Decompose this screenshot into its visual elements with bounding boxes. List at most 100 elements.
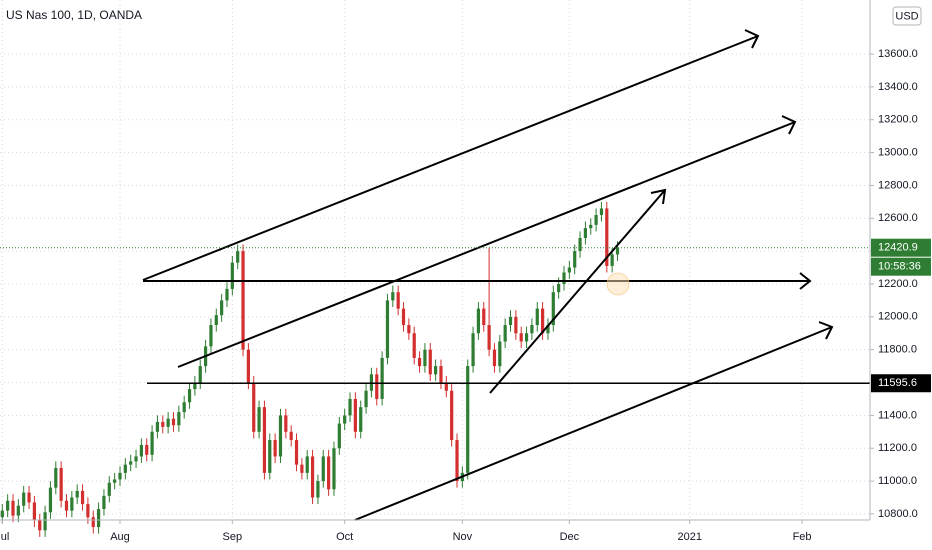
candle-body (391, 292, 395, 301)
candle-body (343, 415, 347, 424)
trend-line (354, 321, 834, 521)
candle-body (305, 456, 309, 473)
candle-body (332, 448, 336, 490)
candle-body (615, 247, 620, 255)
trend-line (142, 29, 760, 281)
candle-body (476, 308, 481, 334)
grid (0, 0, 870, 520)
y-tick-label: 13200.0 (878, 114, 918, 126)
candle-body (182, 402, 186, 413)
candle-body (123, 464, 127, 473)
candle-body (262, 407, 267, 473)
candle-body (589, 224, 593, 229)
candle-body (16, 505, 20, 516)
candle-body (551, 292, 555, 326)
candle-body (541, 308, 545, 334)
y-tick-label: 11200.0 (878, 442, 917, 454)
candle-body (59, 467, 63, 501)
candle-body (145, 444, 149, 455)
y-tick-label: 11800.0 (878, 344, 917, 356)
candle-body (96, 508, 101, 528)
candle-body (225, 288, 229, 301)
y-tick-label: 12200.0 (878, 278, 918, 290)
highlight-circle (606, 272, 630, 296)
candle-body (284, 415, 288, 432)
candle-body (252, 382, 256, 432)
candle-body (546, 325, 550, 334)
candle-body (610, 254, 614, 266)
candle-body (514, 316, 518, 334)
candle-body (161, 421, 165, 427)
candle-body (482, 308, 486, 326)
candle-body (353, 398, 357, 432)
candle-body (70, 497, 74, 511)
candle-body (327, 456, 331, 490)
candle-body (27, 492, 31, 503)
candle-body (535, 308, 539, 326)
candle-body (102, 495, 106, 509)
candle-body (450, 390, 454, 441)
candle-body (91, 517, 95, 528)
candle-body (193, 382, 197, 390)
candle-body (177, 412, 181, 426)
y-tick-label: 13000.0 (878, 146, 918, 158)
candle-body (503, 325, 507, 342)
candle-body (155, 421, 160, 432)
candle-body (11, 500, 15, 516)
candle-body (316, 481, 320, 498)
candle-body (64, 500, 69, 511)
candle-body (113, 479, 117, 483)
countdown-badge (871, 257, 931, 276)
x-tick-label: Sep (223, 531, 243, 543)
candle-body (273, 440, 277, 457)
candle-body (599, 208, 604, 215)
candle-body (359, 407, 363, 432)
candle-body (268, 440, 272, 473)
candle-body (118, 472, 122, 480)
y-tick-label: 13400.0 (878, 81, 918, 93)
candle-body (38, 520, 42, 531)
candle-body (43, 512, 47, 531)
level-badge (871, 374, 931, 393)
candle-body (557, 283, 561, 293)
last-price-badge (871, 238, 931, 257)
candle-body (412, 333, 416, 358)
candle-body (487, 325, 491, 350)
candle-body (375, 374, 379, 399)
candle-body (0, 510, 4, 518)
candle-body (364, 390, 368, 408)
candle-body (401, 308, 406, 326)
last-price-label: 12420.9 (878, 242, 918, 254)
chart-title: US Nas 100, 1D, OANDA (6, 8, 142, 22)
candle-body (519, 333, 523, 342)
candle-body (241, 251, 245, 350)
candle-body (236, 251, 240, 263)
currency-badge[interactable] (892, 6, 922, 26)
candle-body (578, 237, 582, 252)
candle-body (166, 418, 170, 427)
y-tick-label: 12600.0 (878, 212, 918, 224)
trend-line (177, 115, 797, 368)
candle-body (385, 300, 390, 358)
candle-body (75, 490, 79, 498)
candle-body (230, 262, 234, 289)
candle-body (407, 325, 411, 334)
trend-line (489, 188, 667, 394)
y-tick-label: 11000.0 (878, 475, 917, 487)
overlay (0, 247, 870, 384)
candle-body (6, 500, 10, 511)
y-tick-label: 12800.0 (878, 179, 918, 191)
candle-body (278, 415, 283, 457)
candle-body (107, 482, 111, 496)
drawings (142, 29, 834, 521)
candle-body (220, 300, 224, 316)
candle-body (129, 461, 133, 465)
candle-body (300, 464, 304, 473)
candle-body (492, 349, 497, 367)
currency-label: USD (895, 10, 918, 22)
candle-body (139, 444, 143, 457)
y-tick-label: 13600.0 (878, 48, 918, 60)
candle-body (562, 272, 566, 284)
